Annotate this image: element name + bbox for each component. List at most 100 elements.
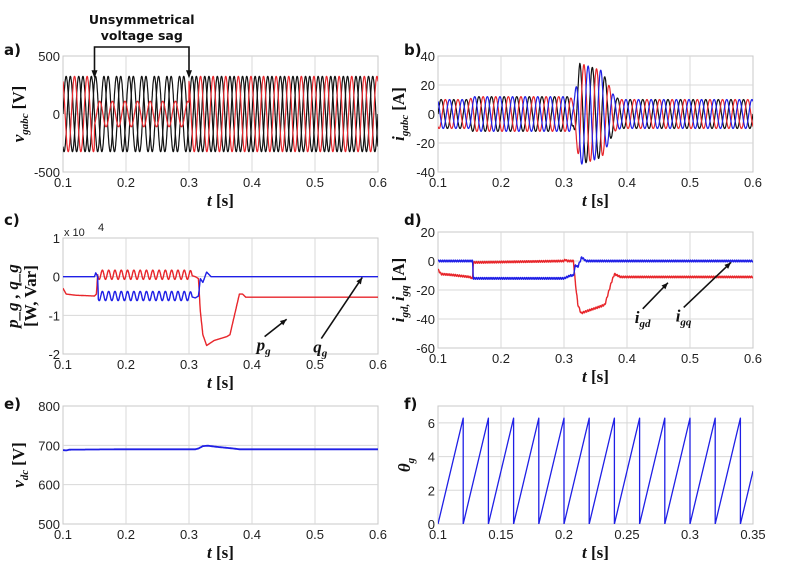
x-tick-label: 0.25 [614,527,639,542]
x-axis-label-unit: [s] [212,543,234,562]
series-v_gb [63,75,378,153]
y-tick-label: -20 [416,136,435,151]
x-tick-label: 0.5 [681,175,699,190]
x-tick-label: 0.3 [681,527,699,542]
panel-label: d) [404,211,422,229]
x-tick-label: 0.4 [618,175,636,190]
x-tick-label: 0.3 [555,351,573,366]
y-axis-label: vgabc [V] [9,86,31,143]
y-tick-label: 600 [38,478,60,493]
y-axis-label-main2: i [389,296,408,301]
x-axis-label: t [s] [582,191,609,210]
series-i_gd [438,258,753,315]
x-axis-label-var: t [207,373,213,392]
x-axis-label: t [s] [582,367,609,386]
y-axis-label-unit: [V] [9,442,28,466]
panel-label: a) [4,41,21,59]
y-axis-label-sub: g [405,457,417,464]
curve-label-q_g: qg [313,338,328,360]
x-axis-label-unit: [s] [587,191,609,210]
y-tick-label: -500 [34,165,60,180]
series-v_gc [63,75,378,153]
panel-a: 0.1 0.2 0.3 0.4 0.5 0.6 500 0 -500 a) t [s] vgabc [V… [4,12,387,210]
y-tick-label: 20 [421,78,435,93]
y-tick-label: 1 [53,231,60,246]
y-tick-label: 4 [428,450,435,465]
panel-label: e) [4,395,21,413]
y-tick-label: 500 [38,517,60,532]
y-axis-exponent: x 10 [64,227,85,239]
y-axis-label-sub: gabc [399,115,411,138]
x-axis-label-unit: [s] [212,191,234,210]
series-v_ga [63,75,378,153]
series-group [63,75,378,153]
y-tick-label: -1 [48,308,60,323]
series-group [63,269,378,347]
series-group [438,417,753,524]
x-axis-label: t [s] [207,191,234,210]
x-axis-label: t [s] [582,543,609,562]
x-tick-label: 0.4 [243,175,261,190]
x-tick-label: 0.4 [618,351,636,366]
series-p_g [63,269,378,347]
arrow-i_gq [683,261,732,308]
y-axis-label-line2: [W, Var] [21,265,40,327]
y-tick-label: 0 [428,517,435,532]
x-tick-label: 0.2 [117,357,135,372]
panel-f: 0.1 0.15 0.2 0.25 0.3 0.35 6 4 2 0 f) t [s] θg [395,395,766,562]
curve-label-p_g: pg [255,336,272,358]
y-axis-label-main: v [9,134,28,142]
x-tick-label: 0.2 [117,527,135,542]
curve-label-sub: g [264,346,271,358]
y-tick-label: 0 [53,107,60,122]
y-axis-label-unit: [V] [9,86,28,110]
x-tick-label: 0.1 [54,527,72,542]
series-theta_g [438,417,753,524]
x-tick-label: 0.3 [180,175,198,190]
y-axis-label: θg [395,457,417,472]
y-tick-label: -40 [416,165,435,180]
y-axis-label-sub: gd, [399,301,411,319]
x-axis-label-var: t [207,543,213,562]
curve-label-i_gq: igq [676,306,692,328]
y-tick-label: 40 [421,49,435,64]
x-tick-label: 0.6 [369,357,387,372]
y-axis-label-sub: gabc [19,113,31,136]
y-tick-label: 2 [428,483,435,498]
annotation-bracket [93,46,190,77]
curve-label-i_gd: igd [635,308,651,330]
y-axis-label: igd, igq[A] [389,258,411,323]
x-axis-label-var: t [582,367,588,386]
y-axis-label-unit: [A] [389,258,408,282]
y-axis-label-sub: dc [19,470,31,481]
series-group [438,62,753,165]
curve-label-main: i [635,308,640,327]
x-tick-label: 0.1 [429,351,447,366]
y-tick-label: 700 [38,438,60,453]
panel-b: 0.1 0.2 0.3 0.4 0.5 0.6 40 20 0 -20 -40 b) t [s] igab… [389,41,762,210]
plot-area [437,405,754,525]
series-i_gc [438,65,753,165]
curve-label-sub: gd [638,318,651,330]
x-axis-label-unit: [s] [212,373,234,392]
arrow-q_g [320,276,363,339]
x-tick-label: 0.3 [180,357,198,372]
x-tick-label: 0.5 [681,351,699,366]
y-tick-label: -2 [48,347,60,362]
arrow-p_g-head [279,319,287,326]
y-tick-label: 0 [428,107,435,122]
y-axis-label-main: θ [395,463,414,472]
x-tick-label: 0.6 [744,175,762,190]
y-tick-label: 800 [38,399,60,414]
panel-e: 0.1 0.2 0.3 0.4 0.5 0.6 800 700 600 500 e) t [s] vdc… [4,395,387,562]
y-axis-label-main: i [389,317,408,322]
arrow-i_gd-head [661,282,668,290]
annotation-line1: Unsymmetrical [89,12,195,27]
x-axis-label-unit: [s] [587,367,609,386]
annotation-line2: voltage sag [101,28,183,43]
x-tick-label: 0.6 [369,175,387,190]
series-q_g [63,271,378,302]
x-tick-label: 0.1 [54,357,72,372]
x-tick-label: 0.6 [744,351,762,366]
